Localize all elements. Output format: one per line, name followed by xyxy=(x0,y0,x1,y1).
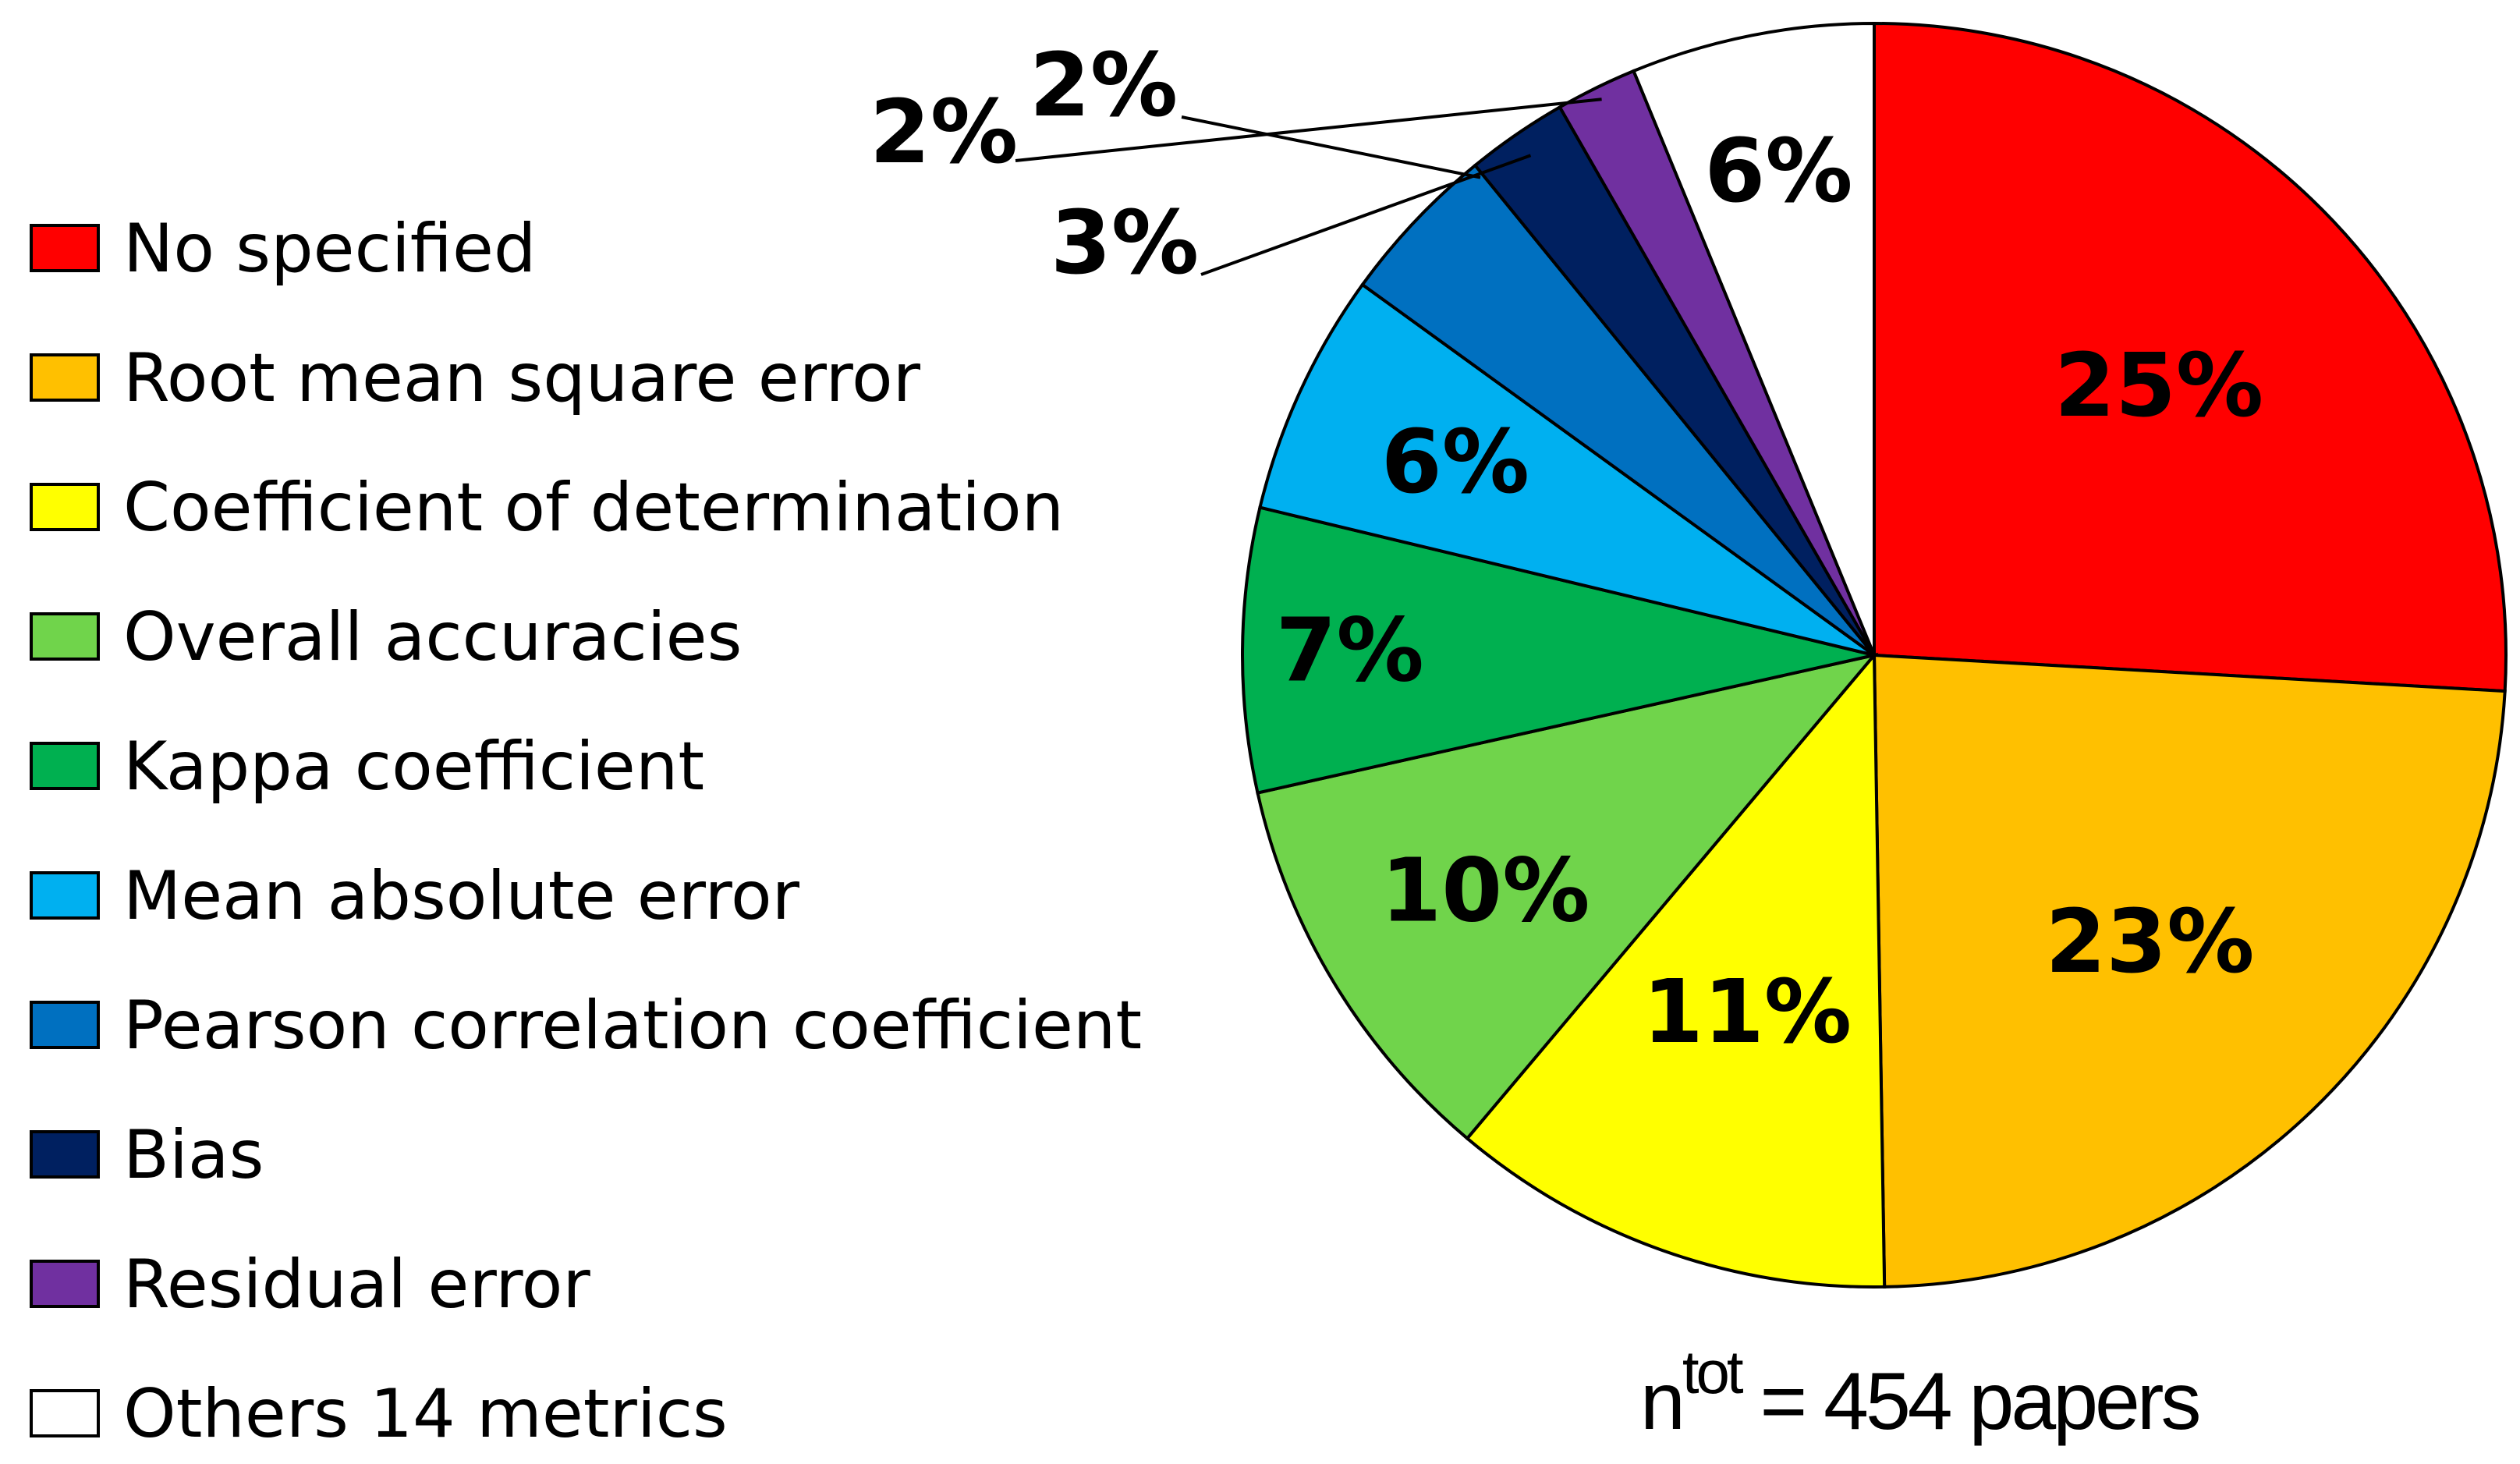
legend-swatch-bias xyxy=(30,1130,100,1179)
legend-swatch-kappa-coefficient xyxy=(30,742,100,790)
leader-line-outside-0 xyxy=(1181,115,1481,179)
legend-label-others-14-metrics: Others 14 metrics xyxy=(123,1375,728,1453)
pie-slice-pearson-correlation-coefficient xyxy=(1360,163,1876,657)
slice-label-coefficient-of-determination: 11% xyxy=(1643,962,1852,1063)
legend-swatch-root-mean-square-error xyxy=(30,353,100,402)
pie-slice-others-14-metrics xyxy=(1631,21,1876,656)
legend-label-pearson-correlation-coefficient: Pearson correlation coefficient xyxy=(123,987,1142,1065)
slice-labels: 25% 23% 11% 10% 7% 6% 3% 2% 6% 2% xyxy=(870,35,2263,1063)
pie-slice-overall-accuracies xyxy=(1256,652,1879,1141)
legend-swatch-mean-absolute-error xyxy=(30,871,100,920)
legend-label-bias: Bias xyxy=(123,1116,264,1194)
note-n: n xyxy=(1640,1356,1682,1447)
legend-label-mean-absolute-error: Mean absolute error xyxy=(123,857,800,935)
legend-swatch-others-14-metrics xyxy=(30,1389,100,1437)
leader-line-residual-error xyxy=(1015,97,1602,162)
slice-label-no-specified: 25% xyxy=(2054,335,2263,437)
legend: No specified Root mean square error Coeffi… xyxy=(30,210,1142,1453)
legend-label-overall-accuracies: Overall accuracies xyxy=(123,598,742,676)
pie-slice-kappa-coefficient xyxy=(1241,505,1875,795)
legend-label-root-mean-square-error: Root mean square error xyxy=(123,339,921,417)
legend-label-kappa-coefficient: Kappa coefficient xyxy=(123,728,704,806)
outside-label-0: 2% xyxy=(1030,35,1178,136)
leader-lines xyxy=(1015,97,1602,276)
note-superscript: tot xyxy=(1682,1338,1744,1406)
legend-swatch-overall-accuracies xyxy=(30,612,100,661)
pie-slice-no-specified xyxy=(1873,21,2508,693)
slice-label-residual-error: 2% xyxy=(870,82,1018,183)
pie-slices xyxy=(1241,21,2508,1289)
legend-label-coefficient-of-determination: Coefficient of determination xyxy=(123,469,1064,547)
slice-label-mean-absolute-error: 6% xyxy=(1381,412,1529,513)
legend-swatch-coefficient-of-determination xyxy=(30,483,100,531)
slice-label-root-mean-square-error: 23% xyxy=(2045,892,2254,993)
legend-swatch-residual-error xyxy=(30,1260,100,1308)
pie-slice-coefficient-of-determination xyxy=(1465,650,1887,1289)
pie-slice-mean-absolute-error xyxy=(1258,282,1876,657)
legend-swatch-no-specified xyxy=(30,224,100,272)
pie-slice-root-mean-square-error xyxy=(1872,653,2507,1289)
slice-label-overall-accuracies: 10% xyxy=(1381,841,1590,942)
sample-size-note: ntot = 454 papers xyxy=(1640,1338,2199,1447)
slice-label-others-14-metrics: 6% xyxy=(1704,121,1852,222)
slice-label-bias: 3% xyxy=(1051,193,1199,294)
legend-label-no-specified: No specified xyxy=(123,210,536,288)
note-rest: = 454 papers xyxy=(1741,1356,2199,1447)
legend-label-residual-error: Residual error xyxy=(123,1246,590,1324)
slice-label-kappa-coefficient: 7% xyxy=(1276,601,1424,702)
legend-swatch-pearson-correlation-coefficient xyxy=(30,1001,100,1049)
